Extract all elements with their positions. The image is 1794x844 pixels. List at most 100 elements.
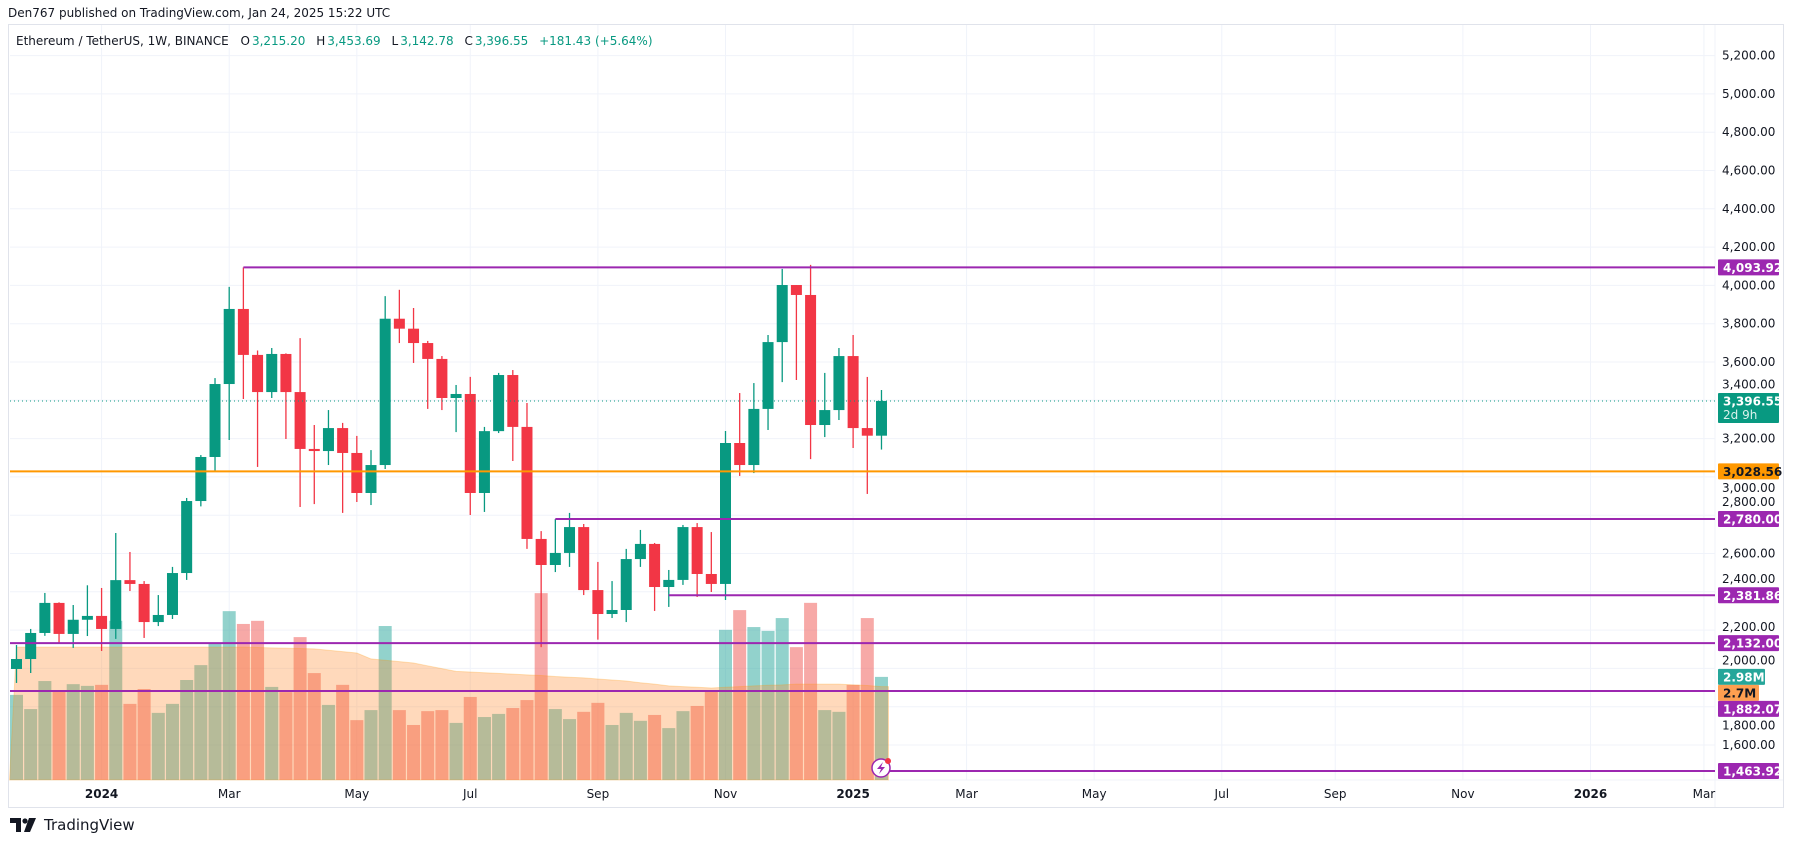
volume-bar: [321, 704, 335, 780]
candle[interactable]: [677, 524, 689, 585]
candle[interactable]: [691, 523, 703, 597]
candle[interactable]: [521, 402, 533, 549]
candle[interactable]: [365, 450, 377, 506]
price-tick-label: 3,400.00: [1722, 377, 1775, 391]
time-tick-label: May: [344, 787, 369, 801]
candle-body: [252, 354, 264, 393]
candle[interactable]: [266, 348, 278, 399]
candle-body: [493, 375, 505, 432]
candle[interactable]: [450, 384, 462, 433]
candle[interactable]: [592, 561, 604, 640]
candle[interactable]: [762, 334, 774, 430]
candle[interactable]: [578, 524, 590, 596]
candle[interactable]: [408, 307, 420, 363]
candle[interactable]: [11, 645, 22, 683]
candle[interactable]: [379, 296, 391, 470]
candle-body: [805, 294, 817, 426]
candle[interactable]: [790, 285, 802, 381]
candle[interactable]: [337, 422, 349, 513]
candle[interactable]: [280, 353, 292, 439]
candle[interactable]: [209, 378, 221, 471]
candle-body: [450, 393, 462, 399]
candle[interactable]: [223, 286, 235, 440]
candle[interactable]: [237, 267, 249, 399]
candle[interactable]: [393, 289, 405, 344]
candle[interactable]: [152, 595, 164, 627]
candle[interactable]: [96, 587, 108, 651]
candle[interactable]: [847, 334, 859, 448]
volume-bar: [818, 710, 832, 780]
candle[interactable]: [166, 566, 178, 619]
volume-bar: [520, 700, 534, 780]
candle[interactable]: [138, 581, 150, 638]
candle-body: [507, 375, 519, 427]
candle[interactable]: [322, 410, 334, 466]
candle[interactable]: [819, 372, 831, 438]
candle[interactable]: [81, 585, 93, 637]
price-tick-label: 2,400.00: [1722, 572, 1775, 586]
volume-bar: [534, 593, 548, 780]
candle[interactable]: [535, 531, 547, 648]
volume-bar: [180, 680, 194, 780]
candle[interactable]: [705, 532, 717, 592]
candle[interactable]: [294, 338, 306, 507]
candle[interactable]: [493, 372, 505, 434]
candle[interactable]: [422, 340, 434, 409]
candle[interactable]: [181, 497, 193, 580]
candle[interactable]: [564, 512, 576, 567]
tradingview-watermark[interactable]: TradingView: [10, 816, 135, 834]
candle[interactable]: [67, 605, 79, 648]
candle[interactable]: [53, 602, 65, 644]
candle-body: [790, 285, 802, 295]
candle[interactable]: [478, 426, 490, 512]
volume-bar: [463, 696, 477, 780]
volume-bar: [151, 712, 165, 780]
candle[interactable]: [25, 628, 37, 673]
candle[interactable]: [875, 390, 887, 450]
candle[interactable]: [861, 376, 873, 494]
candle-body: [819, 410, 831, 426]
label-text: 2.98M: [1723, 670, 1765, 684]
candle-body: [564, 527, 576, 553]
candle[interactable]: [720, 430, 731, 601]
price-tick-label: 4,800.00: [1722, 125, 1775, 139]
legend-symbol[interactable]: Ethereum / TetherUS, 1W, BINANCE: [16, 34, 229, 48]
lightning-icon[interactable]: [871, 758, 891, 778]
candle[interactable]: [507, 370, 519, 462]
candle[interactable]: [649, 542, 661, 611]
candle[interactable]: [252, 350, 264, 467]
candle[interactable]: [833, 348, 845, 421]
grid: [10, 25, 1783, 807]
candle[interactable]: [634, 529, 646, 567]
legend-high-label: H: [316, 34, 326, 48]
candle-body: [408, 328, 420, 344]
candle[interactable]: [748, 383, 760, 474]
candle-body: [25, 632, 37, 660]
candle-body: [748, 408, 760, 466]
candle[interactable]: [195, 455, 207, 507]
time-axis: 2024 Mar May Jul Sep Nov 2025 Mar May Jul Sep Nov 20…: [85, 787, 1715, 801]
candle-body: [393, 318, 405, 329]
watermark-text: TradingView: [44, 816, 135, 834]
candle[interactable]: [549, 519, 561, 573]
candle[interactable]: [734, 393, 746, 476]
candle[interactable]: [464, 376, 476, 516]
candle[interactable]: [620, 548, 632, 623]
candle[interactable]: [124, 551, 136, 592]
candle-body: [294, 392, 306, 449]
candle[interactable]: [436, 356, 448, 411]
candle[interactable]: [39, 592, 51, 636]
candle[interactable]: [663, 569, 675, 607]
candle[interactable]: [805, 264, 817, 460]
candle[interactable]: [776, 268, 788, 383]
candle[interactable]: [308, 425, 320, 505]
candle[interactable]: [606, 581, 618, 619]
volume-bar: [208, 644, 222, 780]
volume-bar: [38, 681, 52, 780]
volume-bar: [392, 710, 406, 780]
candle[interactable]: [351, 435, 363, 502]
level-price-label: 1,463.92: [1718, 763, 1782, 780]
candle[interactable]: [110, 533, 122, 639]
